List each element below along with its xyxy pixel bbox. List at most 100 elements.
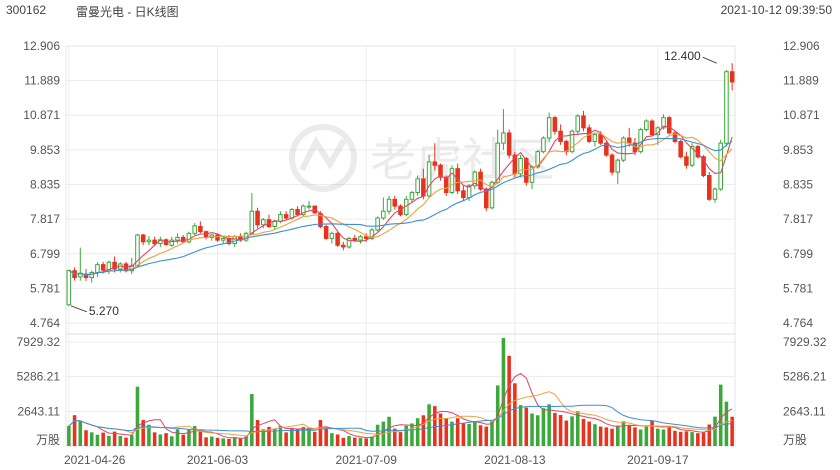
volume-bar [530, 413, 534, 446]
candle-body [506, 132, 512, 156]
volume-bar [124, 437, 128, 446]
volume-bar [501, 338, 506, 446]
candle-body [678, 140, 683, 158]
candle-body [152, 239, 157, 245]
price-tick-right: 4.764 [783, 316, 813, 330]
volume-ma10-line [68, 391, 733, 437]
volume-bar [421, 415, 426, 446]
volume-bar [67, 426, 71, 446]
volume-bar [644, 426, 649, 446]
candle-body [489, 181, 495, 209]
volume-bar [170, 436, 174, 446]
volume-averages [68, 372, 733, 439]
candle-body [706, 174, 712, 200]
volume-bar [541, 408, 546, 446]
candle-body [112, 261, 117, 270]
candle-body [352, 237, 358, 241]
volume-bar [661, 429, 666, 446]
date-tick: 2021-08-13 [484, 453, 546, 467]
volume-bar [415, 418, 420, 446]
volume-bar [78, 421, 83, 446]
volume-bar [307, 427, 311, 446]
candle-body [341, 244, 346, 248]
candle-body [375, 217, 380, 231]
volume-bar [638, 429, 643, 446]
volume-bar [95, 434, 100, 446]
candle-body [604, 142, 609, 156]
volume-bar [455, 418, 460, 446]
volume-bar [370, 436, 374, 446]
candle-body [95, 264, 100, 273]
volume-tick-left: 2643.11 [18, 404, 61, 418]
candle-body [443, 176, 449, 193]
price-tick-right: 6.799 [783, 247, 813, 261]
volume-bar [261, 429, 266, 446]
annotations: 12.400 5.270 [70, 49, 717, 318]
volume-bar [175, 429, 180, 446]
candle-body [78, 272, 83, 278]
volume-tick-right: 5286.21 [783, 370, 827, 384]
volume-bar [335, 434, 340, 446]
price-tick-left: 6.799 [30, 247, 60, 261]
volume-bar [690, 432, 694, 446]
candle-body [329, 232, 335, 239]
candle-body [89, 271, 95, 279]
volume-bar [564, 420, 569, 446]
candle-body [260, 219, 266, 226]
price-tick-right: 10.871 [783, 108, 820, 122]
volume-bar [627, 424, 631, 446]
candle-body [169, 239, 175, 246]
volume-bar [352, 437, 357, 446]
volume-bar [535, 415, 540, 446]
volume-bar [101, 432, 105, 446]
volume-bar [221, 438, 226, 446]
candle-body [289, 209, 295, 219]
volume-bar [135, 386, 140, 446]
volume-bar [244, 436, 248, 446]
candle-body [649, 120, 655, 136]
candle-body [100, 264, 106, 271]
candle-body [140, 234, 146, 243]
candle-body [621, 137, 626, 161]
candle-body [175, 236, 180, 241]
candle-body [415, 178, 420, 193]
volume-bar [84, 430, 88, 446]
volume-bar [701, 432, 706, 446]
volume-bar [295, 429, 300, 446]
volume-bar [164, 433, 168, 446]
price-tick-right: 11.889 [783, 74, 819, 88]
volume-unit-left: 万股 [36, 433, 60, 447]
volume-bar [616, 425, 620, 446]
volume-bar [621, 421, 626, 446]
price-tick-right: 5.781 [783, 281, 813, 295]
candle-body [335, 232, 340, 246]
volume-bar [713, 416, 717, 446]
volume-bar [575, 411, 580, 446]
candle-body [249, 210, 255, 234]
candle-body [426, 161, 432, 197]
candle-body [449, 168, 455, 193]
volume-bar [438, 413, 443, 446]
volume-bar [684, 431, 689, 446]
candle-body [609, 154, 615, 173]
volume-bar [129, 435, 134, 446]
price-tick-right: 7.817 [783, 212, 813, 226]
candle-body [546, 117, 552, 139]
price-tick-left: 9.853 [30, 143, 60, 157]
candle-body [729, 71, 735, 83]
candle-body [541, 137, 546, 153]
date-tick: 2021-07-09 [335, 453, 397, 467]
volume-bar [398, 432, 403, 446]
candle-body [461, 190, 466, 199]
volume-bar [444, 418, 449, 446]
volume-bar [301, 426, 306, 446]
volume-bar [255, 420, 260, 446]
volume-bar [473, 421, 477, 446]
volume-bar [433, 406, 437, 446]
volume-bar [250, 394, 254, 446]
volume-bar [513, 383, 517, 446]
candle-body [369, 229, 375, 239]
ma20-line [68, 137, 733, 276]
candle-body [283, 214, 289, 219]
